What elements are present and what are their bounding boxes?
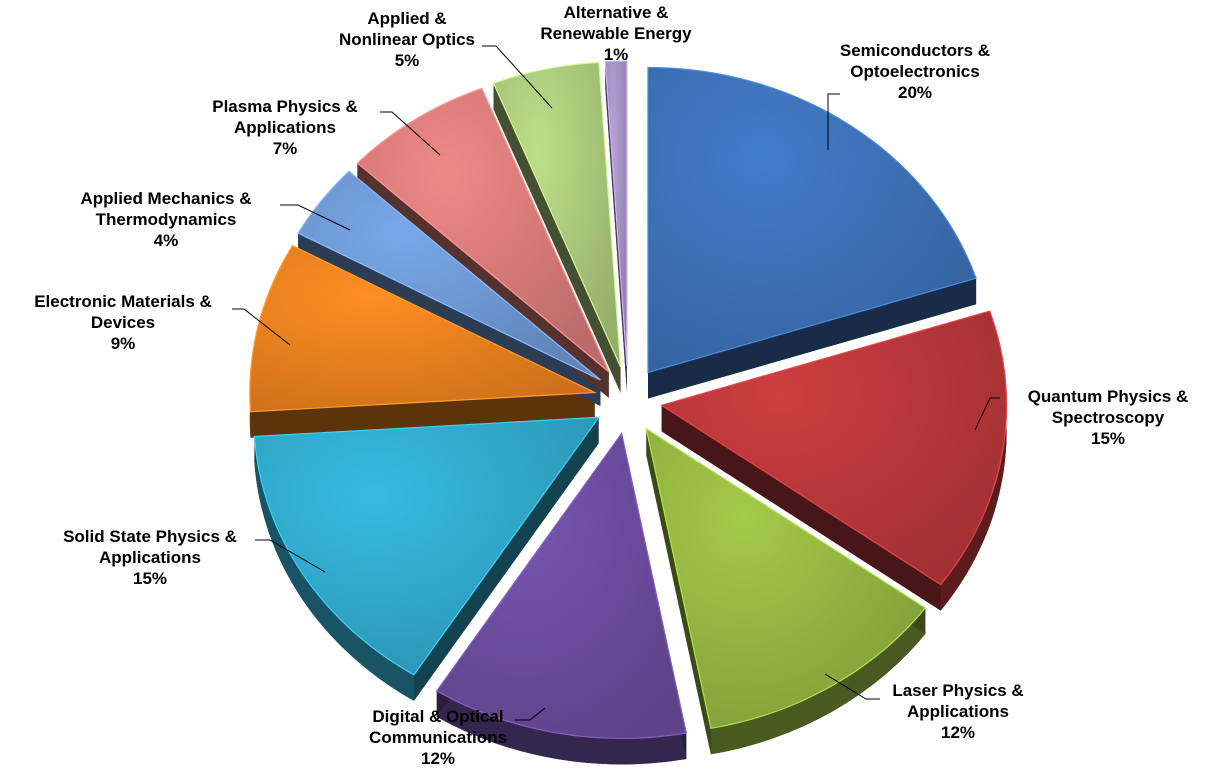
pie-slice bbox=[645, 427, 927, 729]
pie-slice bbox=[249, 244, 598, 413]
leader-line bbox=[974, 397, 1000, 431]
pie-slice-rim bbox=[940, 311, 1007, 611]
slice-label-line: Communications bbox=[369, 728, 507, 747]
slice-label-line: Plasma Physics & bbox=[212, 97, 358, 116]
pie-slice-wall bbox=[493, 62, 621, 393]
slice-label-line: Devices bbox=[91, 313, 155, 332]
slice-label-line: Electronic Materials & bbox=[34, 292, 212, 311]
slice-percent: 9% bbox=[111, 334, 136, 353]
leader-line bbox=[232, 308, 291, 346]
slice-label: Digital & Optical Communications 12% bbox=[369, 707, 507, 768]
slice-label-line: Applications bbox=[234, 118, 336, 137]
pie-slice bbox=[660, 310, 1008, 586]
pie-slice bbox=[435, 431, 687, 739]
leader-line bbox=[255, 539, 326, 573]
pie-slice bbox=[253, 416, 600, 676]
slice-label-line: Applications bbox=[99, 548, 201, 567]
pie-slice-wall bbox=[647, 67, 977, 399]
pie-slice-rim bbox=[710, 607, 926, 755]
slice-label-line: Digital & Optical bbox=[372, 707, 503, 726]
slice-label: Applied & Nonlinear Optics 5% bbox=[339, 9, 475, 70]
slice-label-line: Applied & bbox=[367, 9, 446, 28]
slice-label: Solid State Physics & Applications 15% bbox=[63, 527, 237, 588]
leader-line bbox=[380, 111, 441, 156]
slice-label: Electronic Materials & Devices 9% bbox=[34, 292, 212, 353]
slice-percent: 4% bbox=[154, 231, 179, 250]
slice-percent: 15% bbox=[1091, 429, 1125, 448]
slice-label: Plasma Physics & Applications 7% bbox=[212, 97, 358, 158]
slice-label-line: Quantum Physics & bbox=[1028, 387, 1189, 406]
slice-label-line: Applied Mechanics & bbox=[81, 189, 252, 208]
slice-label: Alternative & Renewable Energy 1% bbox=[540, 3, 692, 64]
pie-slice-wall bbox=[250, 245, 595, 438]
leader-line bbox=[515, 707, 546, 721]
slice-label-line: Optoelectronics bbox=[850, 62, 979, 81]
slice-label-line: Renewable Energy bbox=[540, 24, 692, 43]
pie-slice-wall bbox=[357, 88, 609, 398]
slice-percent: 12% bbox=[941, 723, 975, 742]
slice-percent: 5% bbox=[395, 51, 420, 70]
slice-label: Laser Physics & Applications 12% bbox=[892, 681, 1023, 742]
slice-label-line: Spectroscopy bbox=[1052, 408, 1165, 427]
slice-label-line: Laser Physics & bbox=[892, 681, 1023, 700]
pie-slice-wall bbox=[298, 171, 601, 407]
leader-line bbox=[280, 204, 351, 231]
pie-slice-rim bbox=[436, 690, 687, 765]
pie-slice-rim bbox=[254, 436, 414, 701]
slice-percent: 7% bbox=[273, 139, 298, 158]
leader-line bbox=[824, 673, 880, 700]
slice-label-line: Nonlinear Optics bbox=[339, 30, 475, 49]
leader-line bbox=[482, 45, 553, 109]
slice-label: Applied Mechanics & Thermodynamics 4% bbox=[81, 189, 252, 250]
slice-percent: 12% bbox=[421, 749, 455, 768]
pie-slice bbox=[647, 66, 977, 374]
pie-slice bbox=[492, 61, 622, 368]
pie-slice bbox=[297, 170, 601, 381]
slice-label-line: Thermodynamics bbox=[96, 210, 237, 229]
pie-slice bbox=[356, 87, 610, 373]
slice-label: Semiconductors & Optoelectronics 20% bbox=[840, 41, 990, 102]
slice-percent: 15% bbox=[133, 569, 167, 588]
slice-label-line: Applications bbox=[907, 702, 1009, 721]
slice-label-line: Semiconductors & bbox=[840, 41, 990, 60]
slice-label: Quantum Physics & Spectroscopy 15% bbox=[1028, 387, 1189, 448]
slice-label-line: Alternative & bbox=[564, 3, 669, 22]
slice-percent: 20% bbox=[898, 83, 932, 102]
pie-slice bbox=[604, 60, 628, 367]
slice-label-line: Solid State Physics & bbox=[63, 527, 237, 546]
leader-line bbox=[827, 93, 840, 150]
slice-percent: 1% bbox=[604, 45, 629, 64]
